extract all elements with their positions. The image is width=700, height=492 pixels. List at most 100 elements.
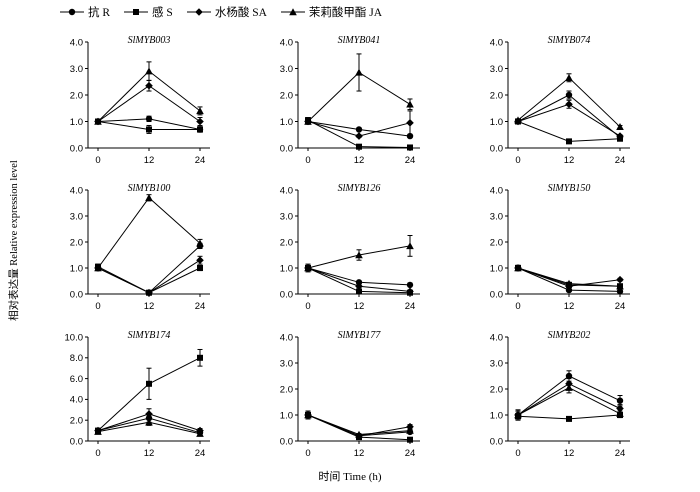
data-point bbox=[145, 410, 153, 418]
panel-title: SlMYB174 bbox=[128, 330, 171, 341]
data-point bbox=[145, 115, 153, 123]
x-tick-label: 12 bbox=[354, 301, 365, 312]
x-tick-label: 24 bbox=[405, 155, 416, 166]
x-tick-label: 12 bbox=[354, 448, 365, 459]
diamond-marker-icon bbox=[186, 8, 211, 16]
panel-title: SlMYB126 bbox=[338, 183, 381, 194]
legend-label-ja: 茉莉酸甲酯 JA bbox=[308, 7, 383, 19]
y-tick-label: 0.0 bbox=[70, 436, 83, 447]
y-tick-label: 0.0 bbox=[490, 143, 503, 154]
data-point bbox=[355, 126, 363, 133]
data-point bbox=[355, 68, 363, 76]
y-tick-label: 1.0 bbox=[490, 263, 503, 274]
data-point bbox=[146, 126, 152, 133]
data-point bbox=[196, 239, 204, 247]
triangle-marker-icon bbox=[280, 8, 305, 16]
x-tick-label: 12 bbox=[144, 155, 155, 166]
data-point bbox=[566, 415, 572, 422]
data-point bbox=[406, 119, 414, 127]
data-point bbox=[565, 100, 573, 109]
data-point bbox=[145, 194, 153, 201]
y-tick-label: 3.0 bbox=[70, 211, 83, 222]
x-tick-label: 24 bbox=[405, 448, 416, 459]
panel-title: SlMYB074 bbox=[548, 35, 591, 46]
legend-item-sa: 水杨酸 SA bbox=[186, 4, 267, 20]
y-tick-label: 2.0 bbox=[280, 237, 293, 248]
series-line bbox=[97, 245, 201, 294]
data-point bbox=[197, 265, 203, 271]
x-tick-label: 12 bbox=[564, 301, 575, 312]
data-point bbox=[565, 372, 573, 380]
chart-panel: 0.0 1.0 2.0 3.0 4.0 0 12 24 SlMYB074 bbox=[490, 35, 630, 166]
x-tick-label: 0 bbox=[95, 301, 100, 312]
chart-panel: 0.0 1.0 2.0 3.0 4.0 0 12 24 SlMYB003 bbox=[70, 35, 210, 166]
y-tick-label: 2.0 bbox=[70, 90, 83, 101]
x-tick-label: 0 bbox=[95, 448, 100, 459]
panel-title: SlMYB041 bbox=[338, 35, 381, 46]
data-point bbox=[616, 132, 624, 140]
y-tick-label: 3.0 bbox=[490, 358, 503, 369]
data-point bbox=[196, 107, 204, 115]
chart-panel: 0.0 1.0 2.0 3.0 4.0 0 12 24 SlMYB041 bbox=[280, 35, 420, 166]
data-point bbox=[355, 282, 363, 290]
panel-title: SlMYB100 bbox=[128, 183, 171, 194]
y-tick-label: 0.0 bbox=[280, 289, 293, 300]
x-tick-label: 0 bbox=[515, 448, 520, 459]
legend: 抗 R 感 S 水杨酸 SA 茉莉酸甲酯 JA bbox=[60, 3, 382, 21]
data-point bbox=[355, 251, 363, 259]
data-point bbox=[565, 286, 573, 294]
data-point bbox=[145, 67, 153, 75]
y-tick-label: 2.0 bbox=[70, 416, 83, 427]
y-tick-label: 3.0 bbox=[280, 358, 293, 369]
y-tick-label: 10.0 bbox=[65, 332, 84, 343]
y-tick-label: 4.0 bbox=[70, 37, 83, 48]
data-point bbox=[616, 288, 624, 295]
data-point bbox=[514, 264, 522, 272]
y-tick-label: 0.0 bbox=[280, 143, 293, 154]
y-tick-label: 1.0 bbox=[490, 117, 503, 128]
data-point bbox=[406, 426, 414, 434]
x-tick-label: 0 bbox=[305, 448, 310, 459]
y-tick-label: 4.0 bbox=[70, 395, 83, 406]
x-tick-label: 12 bbox=[144, 301, 155, 312]
chart-panel: 0.0 2.0 4.0 6.0 8.0 10.0 0 12 24 SlMYB174 bbox=[65, 330, 210, 459]
data-point bbox=[406, 287, 414, 296]
data-point bbox=[566, 138, 572, 145]
x-tick-label: 12 bbox=[564, 448, 575, 459]
y-tick-label: 1.0 bbox=[280, 117, 293, 128]
y-tick-label: 0.0 bbox=[70, 289, 83, 300]
data-point bbox=[356, 288, 362, 295]
series-line bbox=[97, 266, 201, 294]
y-tick-label: 4.0 bbox=[490, 332, 503, 343]
y-tick-label: 1.0 bbox=[490, 410, 503, 421]
series-line bbox=[97, 259, 201, 294]
x-tick-label: 0 bbox=[305, 155, 310, 166]
data-point bbox=[304, 117, 312, 125]
legend-label-susceptible: 感 S bbox=[152, 7, 173, 19]
chart-panel: 0.0 1.0 2.0 3.0 4.0 0 12 24 SlMYB126 bbox=[280, 183, 420, 312]
y-tick-label: 4.0 bbox=[280, 37, 293, 48]
y-tick-label: 4.0 bbox=[280, 185, 293, 196]
y-tick-label: 4.0 bbox=[70, 185, 83, 196]
x-axis-label: 时间 Time (h) bbox=[318, 471, 382, 483]
data-point bbox=[355, 132, 363, 140]
y-tick-label: 3.0 bbox=[280, 211, 293, 222]
panel-title: SlMYB003 bbox=[128, 35, 171, 46]
data-point bbox=[406, 422, 414, 431]
x-tick-label: 12 bbox=[144, 448, 155, 459]
chart-panel: 0.0 1.0 2.0 3.0 4.0 0 12 24 SlMYB202 bbox=[490, 330, 630, 459]
data-point bbox=[565, 383, 573, 391]
data-point bbox=[616, 404, 624, 413]
data-point bbox=[565, 279, 573, 287]
x-tick-label: 24 bbox=[195, 301, 206, 312]
y-tick-label: 2.0 bbox=[490, 90, 503, 101]
data-point bbox=[407, 436, 413, 443]
square-marker-icon bbox=[124, 9, 149, 15]
x-tick-label: 12 bbox=[564, 155, 575, 166]
data-point bbox=[197, 126, 203, 133]
x-tick-label: 0 bbox=[95, 155, 100, 166]
data-point bbox=[616, 275, 624, 284]
data-point bbox=[565, 91, 573, 99]
y-tick-label: 1.0 bbox=[280, 263, 293, 274]
circle-marker-icon bbox=[60, 8, 84, 16]
